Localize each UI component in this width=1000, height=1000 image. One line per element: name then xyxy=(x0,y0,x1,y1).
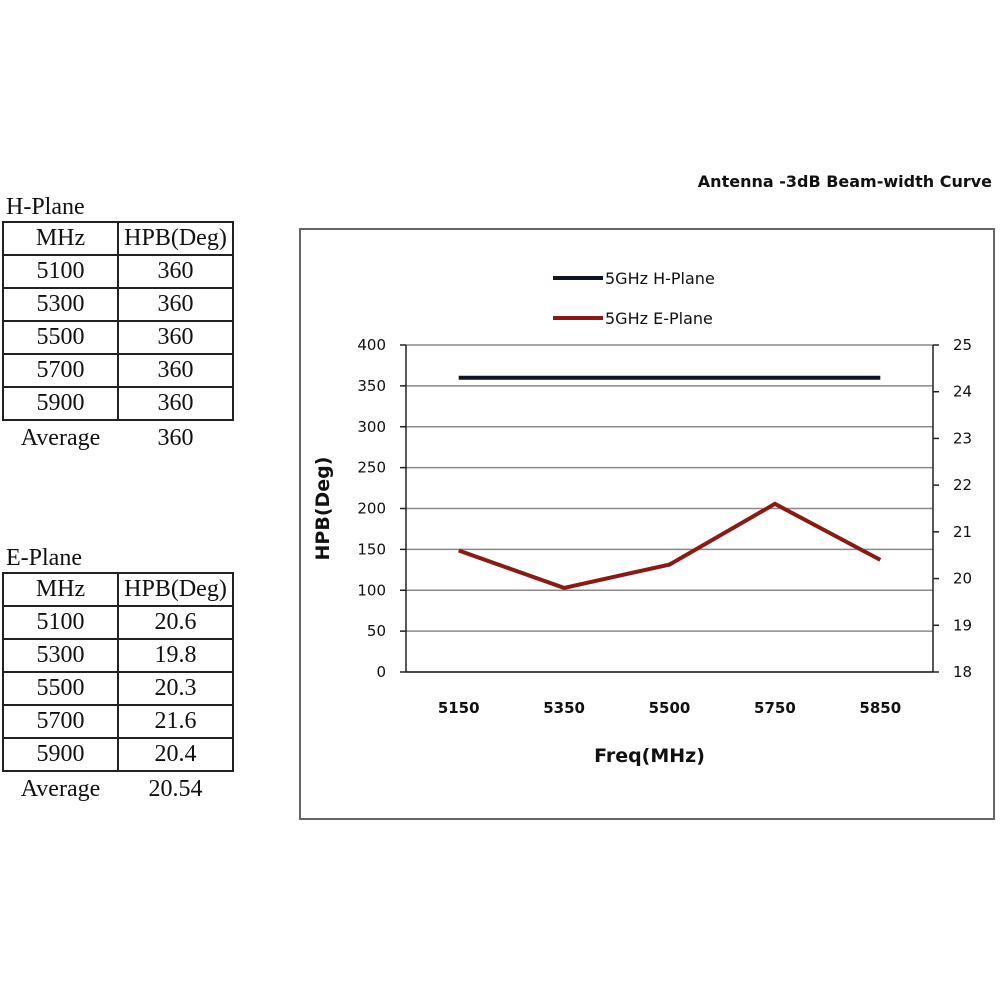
h-plane-title: H-Plane xyxy=(6,194,85,220)
header-cell: HPB(Deg) xyxy=(117,221,234,256)
table-row: 5100 360 xyxy=(2,254,234,289)
h-plane-table: MHz HPB(Deg) 5100 360 5300 360 5500 360 … xyxy=(2,221,234,421)
x-axis-tick-label: 5500 xyxy=(649,699,691,717)
table-row: 5300 360 xyxy=(2,287,234,322)
left-axis-tick-label: 350 xyxy=(357,377,386,395)
table-cell: 360 xyxy=(117,287,234,322)
table-row: 5900 360 xyxy=(2,386,234,421)
e-plane-title: E-Plane xyxy=(6,545,82,571)
h-plane-average-row: Average 360 xyxy=(2,421,234,455)
table-row: 5500 20.3 xyxy=(2,671,234,706)
beamwidth-chart: 0 50 100 150 200 250 300 350 400 18 19 20 21 22 23 24 25… xyxy=(312,269,972,767)
x-axis-tick-label: 5850 xyxy=(859,699,901,717)
x-axis-label: Freq(MHz) xyxy=(594,745,705,767)
legend-label: 5GHz H-Plane xyxy=(605,269,715,288)
table-row: 5300 19.8 xyxy=(2,638,234,673)
table-cell: 360 xyxy=(117,353,234,388)
table-header-row: MHz HPB(Deg) xyxy=(2,221,234,256)
right-axis-tick-label: 18 xyxy=(953,663,972,681)
table-cell: 5100 xyxy=(2,254,119,289)
left-axis-tick-label: 200 xyxy=(357,500,386,518)
left-axis-tick-label: 250 xyxy=(357,459,386,477)
e-plane-average-row: Average 20.54 xyxy=(2,772,234,806)
left-axis-tick-label: 400 xyxy=(357,336,386,354)
average-label: Average xyxy=(20,776,101,802)
right-axis-tick-label: 24 xyxy=(953,383,972,401)
legend-label: 5GHz E-Plane xyxy=(605,309,713,328)
table-row: 5900 20.4 xyxy=(2,737,234,772)
left-axis-tick-label: 100 xyxy=(357,581,386,599)
right-axis-tick-label: 21 xyxy=(953,523,972,541)
table-cell: 360 xyxy=(117,254,234,289)
header-cell: HPB(Deg) xyxy=(117,572,234,607)
e-plane-table: MHz HPB(Deg) 5100 20.6 5300 19.8 5500 20… xyxy=(2,572,234,772)
x-axis-tick-label: 5750 xyxy=(754,699,796,717)
y-axis-label: HPB(Deg) xyxy=(312,457,334,561)
chart-title: Antenna -3dB Beam-width Curve xyxy=(697,172,992,191)
table-row: 5700 360 xyxy=(2,353,234,388)
table-cell: 5100 xyxy=(2,605,119,640)
table-row: 5100 20.6 xyxy=(2,605,234,640)
table-cell: 5700 xyxy=(2,704,119,739)
table-cell: 5900 xyxy=(2,737,119,772)
table-cell: 21.6 xyxy=(117,704,234,739)
left-axis-tick-label: 150 xyxy=(357,540,386,558)
table-cell: 5500 xyxy=(2,671,119,706)
x-axis-tick-label: 5150 xyxy=(438,699,480,717)
table-cell: 19.8 xyxy=(117,638,234,673)
h-plane-table-block: H-Plane MHz HPB(Deg) 5100 360 5300 360 5… xyxy=(0,193,234,455)
left-axis-tick-label: 50 xyxy=(367,622,386,640)
right-axis-tick-label: 25 xyxy=(953,336,972,354)
header-cell: MHz xyxy=(2,221,119,256)
table-cell: 5500 xyxy=(2,320,119,355)
table-header-row: MHz HPB(Deg) xyxy=(2,572,234,607)
table-cell: 5300 xyxy=(2,287,119,322)
table-cell: 20.3 xyxy=(117,671,234,706)
right-axis-tick-label: 23 xyxy=(953,429,972,447)
table-cell: 5700 xyxy=(2,353,119,388)
table-cell: 360 xyxy=(117,320,234,355)
series-line-e-plane xyxy=(458,501,882,590)
header-cell: MHz xyxy=(2,572,119,607)
average-value: 20.54 xyxy=(148,776,203,802)
table-cell: 5300 xyxy=(2,638,119,673)
table-cell: 20.6 xyxy=(117,605,234,640)
right-axis-tick-label: 20 xyxy=(953,570,972,588)
table-row: 5500 360 xyxy=(2,320,234,355)
table-cell: 5900 xyxy=(2,386,119,421)
right-axis-tick-label: 22 xyxy=(953,476,972,494)
left-axis-tick-label: 0 xyxy=(376,663,386,681)
left-axis-tick-label: 300 xyxy=(357,418,386,436)
x-axis-tick-label: 5350 xyxy=(543,699,585,717)
table-cell: 360 xyxy=(117,386,234,421)
table-cell: 20.4 xyxy=(117,737,234,772)
table-row: 5700 21.6 xyxy=(2,704,234,739)
average-value: 360 xyxy=(157,425,194,451)
chart-frame: 0 50 100 150 200 250 300 350 400 18 19 20 21 22 23 24 25… xyxy=(299,228,995,820)
e-plane-table-block: E-Plane MHz HPB(Deg) 5100 20.6 5300 19.8… xyxy=(0,544,234,806)
average-label: Average xyxy=(20,425,101,451)
right-axis-tick-label: 19 xyxy=(953,616,972,634)
